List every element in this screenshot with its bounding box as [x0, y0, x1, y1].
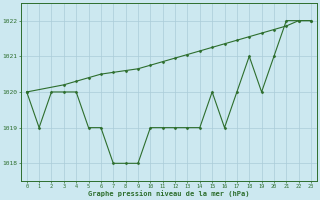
X-axis label: Graphe pression niveau de la mer (hPa): Graphe pression niveau de la mer (hPa)	[88, 190, 250, 197]
